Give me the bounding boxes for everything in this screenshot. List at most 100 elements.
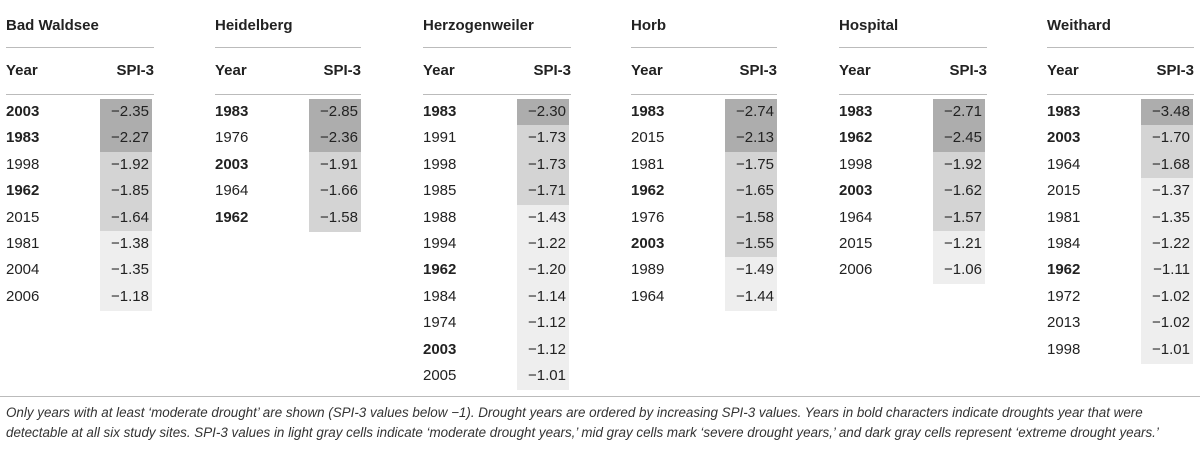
year-cell: 2003: [1047, 129, 1081, 147]
year-cell: 1962: [839, 129, 873, 147]
year-cell: 2004: [6, 261, 40, 279]
drought-level-cell: [517, 204, 569, 232]
drought-level-cell: [100, 283, 152, 311]
year-cell: 2003: [215, 155, 249, 173]
spi-value-cell: −1.57: [944, 208, 982, 226]
spi-header: SPI-3: [1156, 62, 1194, 79]
spi-value-cell: −1.02: [1152, 314, 1190, 332]
spi-header: SPI-3: [323, 62, 361, 79]
year-cell: 2015: [631, 129, 665, 147]
spi-value-cell: −1.73: [528, 129, 566, 147]
year-cell: 1984: [423, 287, 457, 305]
spi-value-cell: −1.92: [111, 155, 149, 173]
site-name: Heidelberg: [215, 17, 293, 34]
year-cell: 1998: [6, 155, 40, 173]
year-cell: 2006: [839, 261, 873, 279]
site-name: Weithard: [1047, 17, 1111, 34]
year-cell: 2006: [6, 287, 40, 305]
drought-level-cell: [309, 99, 361, 126]
drought-level-cell: [100, 125, 152, 153]
spi-value-cell: −1.12: [528, 314, 566, 332]
drought-level-cell: [725, 257, 777, 285]
spi-value-cell: −2.74: [736, 103, 774, 120]
drought-level-cell: [933, 231, 985, 258]
spi-value-cell: −1.01: [528, 367, 566, 384]
year-cell: 1962: [215, 208, 249, 226]
spi-value-cell: −1.58: [320, 208, 358, 226]
spi-value-cell: −1.70: [1152, 129, 1190, 147]
site-column: Herzogenweiler Year SPI-3 1983 −2.30 1991 −1.7…: [423, 0, 571, 400]
spi-value-cell: −1.62: [944, 182, 982, 200]
spi-value-cell: −1.43: [528, 208, 566, 226]
drought-level-cell: [933, 178, 985, 206]
drought-level-cell: [100, 257, 152, 285]
year-cell: 1962: [631, 182, 665, 200]
spi-value-cell: −1.58: [736, 208, 774, 226]
spi-value-cell: −2.45: [944, 129, 982, 147]
drought-level-cell: [1141, 231, 1193, 258]
site-name: Hospital: [839, 17, 899, 34]
year-cell: 1964: [1047, 155, 1081, 173]
year-cell: 1983: [1047, 103, 1081, 120]
year-cell: 1981: [1047, 208, 1081, 226]
drought-level-cell: [309, 178, 361, 206]
year-header: Year: [6, 62, 38, 79]
year-cell: 1984: [1047, 235, 1081, 252]
year-cell: 1983: [6, 129, 40, 147]
drought-level-cell: [933, 151, 985, 179]
spi-value-cell: −1.14: [528, 287, 566, 305]
spi-value-cell: −1.02: [1152, 287, 1190, 305]
drought-level-cell: [517, 125, 569, 153]
drought-level-cell: [517, 99, 569, 126]
year-cell: 1983: [839, 103, 873, 120]
site-column: Hospital Year SPI-3 1983 −2.71 1962 −2.45 1998 −…: [839, 0, 987, 400]
year-header: Year: [215, 62, 247, 79]
spi-header: SPI-3: [949, 62, 987, 79]
drought-table: Bad Waldsee Year SPI-3 2003 −2.35 1983 −2.27 19…: [6, 0, 1194, 400]
drought-level-cell: [100, 204, 152, 232]
drought-level-cell: [309, 204, 361, 232]
drought-level-cell: [725, 151, 777, 179]
site-column: Weithard Year SPI-3 1983 −3.48 2003 −1.70 1964 −…: [1047, 0, 1194, 400]
year-cell: 1985: [423, 182, 457, 200]
year-cell: 2015: [839, 235, 873, 252]
spi-value-cell: −1.22: [528, 235, 566, 252]
site-rule: [215, 47, 361, 48]
year-cell: 2015: [6, 208, 40, 226]
spi-value-cell: −1.38: [111, 235, 149, 252]
drought-level-cell: [517, 231, 569, 258]
drought-level-cell: [1141, 283, 1193, 311]
site-column: Horb Year SPI-3 1983 −2.74 2015 −2.13 1981 −1.75…: [631, 0, 777, 400]
drought-level-cell: [933, 125, 985, 153]
year-cell: 2013: [1047, 314, 1081, 332]
site-column: Heidelberg Year SPI-3 1983 −2.85 1976 −2.36 200…: [215, 0, 361, 400]
spi-value-cell: −2.13: [736, 129, 774, 147]
header-rule: [6, 94, 154, 95]
drought-level-cell: [933, 257, 985, 285]
site-rule: [423, 47, 571, 48]
drought-level-cell: [100, 178, 152, 206]
spi-value-cell: −1.73: [528, 155, 566, 173]
year-cell: 2003: [631, 235, 665, 252]
drought-level-cell: [725, 125, 777, 153]
table-bottom-rule: [0, 396, 1200, 397]
drought-level-cell: [1141, 257, 1193, 285]
year-cell: 1981: [631, 155, 665, 173]
year-cell: 2005: [423, 367, 457, 384]
year-cell: 1983: [423, 103, 457, 120]
drought-level-cell: [100, 151, 152, 179]
spi-value-cell: −1.68: [1152, 155, 1190, 173]
spi-value-cell: −1.01: [1152, 340, 1190, 358]
spi-value-cell: −1.71: [528, 182, 566, 200]
site-column: Bad Waldsee Year SPI-3 2003 −2.35 1983 −2.27 19…: [6, 0, 154, 400]
spi-value-cell: −1.37: [1152, 182, 1190, 200]
year-cell: 1976: [631, 208, 665, 226]
spi-value-cell: −1.20: [528, 261, 566, 279]
year-cell: 1964: [839, 208, 873, 226]
spi-value-cell: −1.35: [1152, 208, 1190, 226]
year-cell: 1976: [215, 129, 249, 147]
drought-level-cell: [517, 257, 569, 285]
year-header: Year: [839, 62, 871, 79]
spi-value-cell: −1.22: [1152, 235, 1190, 252]
site-rule: [839, 47, 987, 48]
